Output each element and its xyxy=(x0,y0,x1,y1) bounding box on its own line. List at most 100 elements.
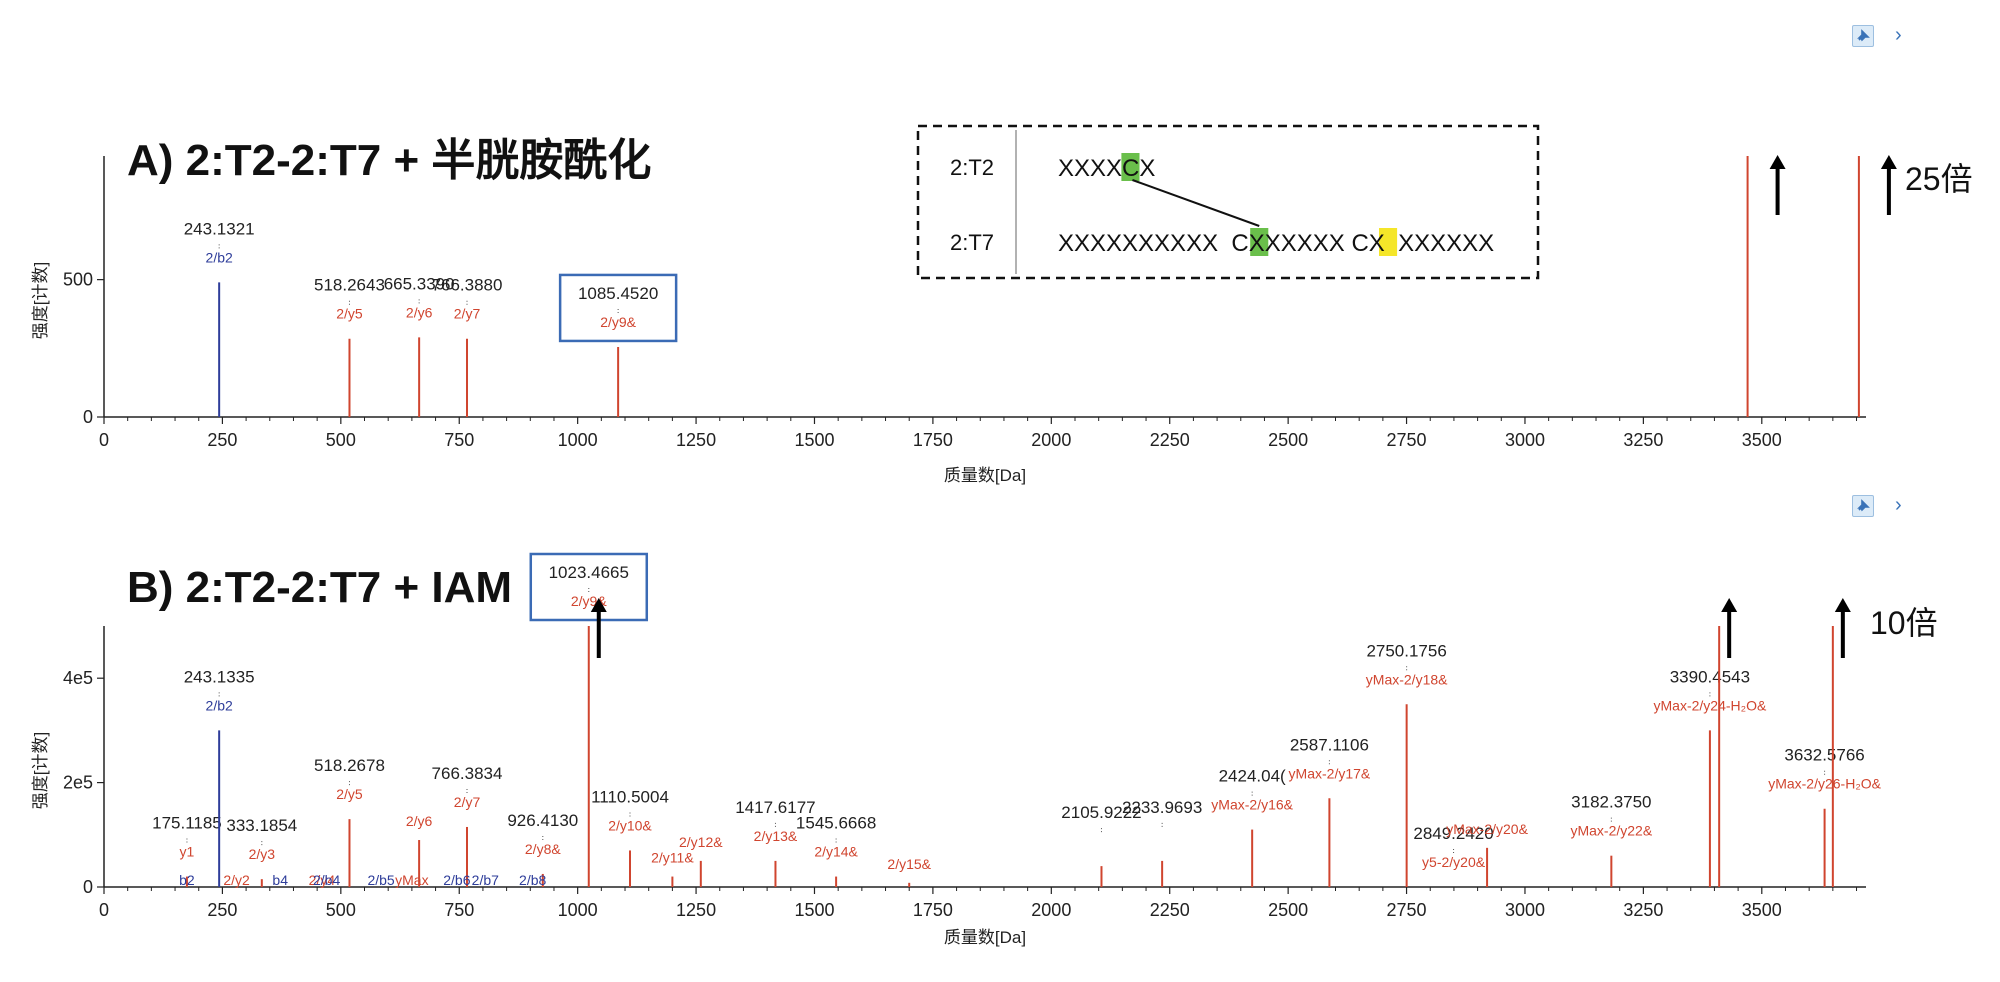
peak-ion-label: 2/y14& xyxy=(814,844,858,860)
sequence-inset xyxy=(916,124,1540,280)
x-tick-label: 500 xyxy=(326,900,356,920)
magnification-note: 25倍 xyxy=(1905,161,1973,197)
peak-mass-label: 1085.4520 xyxy=(578,284,658,303)
baseline-ion-label: 2/b5 xyxy=(367,872,394,888)
peak-ion-label: yMax-2/y26-H₂O& xyxy=(1768,776,1881,792)
x-tick-label: 3250 xyxy=(1623,900,1663,920)
baseline-ion-label: 2/y4 xyxy=(309,872,336,888)
peak-mass-label: 3182.3750 xyxy=(1571,793,1651,812)
x-tick-label: 2250 xyxy=(1150,900,1190,920)
x-tick-label: 1000 xyxy=(558,430,598,450)
peak-ion-label: 2/y8& xyxy=(525,841,561,857)
residue-highlight xyxy=(1121,153,1140,181)
x-tick-label: 250 xyxy=(207,430,237,450)
x-tick-label: 1500 xyxy=(794,430,834,450)
x-tick-label: 1000 xyxy=(558,900,598,920)
x-tick-label: 0 xyxy=(99,900,109,920)
inset-row-name: 2:T2 xyxy=(950,155,994,180)
peak-mass-label: 518.2678 xyxy=(314,756,385,775)
x-tick-label: 1750 xyxy=(913,430,953,450)
peak-ion-label: 2/y7 xyxy=(454,306,481,322)
baseline-ion-label: 2/b6 xyxy=(443,872,470,888)
peak-mass-label: 665.3390 xyxy=(384,274,455,293)
peak-mass-label: 1023.4665 xyxy=(549,563,629,582)
peak-ion-label: 2/y5 xyxy=(336,306,363,322)
peak-mass-label: 926.4130 xyxy=(507,811,578,830)
y-axis-label: 强度[计数] xyxy=(31,262,50,339)
peak-mass-label: 2105.9222 xyxy=(1061,803,1141,822)
scale-arrow-head xyxy=(1769,155,1786,169)
x-tick-label: 3000 xyxy=(1505,430,1545,450)
x-tick-label: 2250 xyxy=(1150,430,1190,450)
peak-ion-label: 2/y12& xyxy=(679,834,723,850)
x-tick-label: 2750 xyxy=(1387,430,1427,450)
peak-ion-label: yMax-2/y18& xyxy=(1366,671,1448,687)
x-tick-label: 1250 xyxy=(676,430,716,450)
scale-arrow-head xyxy=(590,598,607,612)
peak-mass-label: 2849.2420 xyxy=(1413,824,1493,843)
peak-ion-label: 2/y15& xyxy=(887,856,931,872)
peak-ion-label: y1 xyxy=(180,844,195,860)
x-tick-label: 2750 xyxy=(1387,900,1427,920)
x-tick-label: 750 xyxy=(444,900,474,920)
peak-ion-label: 2/y3 xyxy=(249,846,276,862)
peak-ion-label: 2/y7 xyxy=(454,794,481,810)
x-tick-label: 1750 xyxy=(913,900,953,920)
magnification-note: 10倍 xyxy=(1870,605,1938,641)
baseline-ion-label: yMax xyxy=(395,872,428,888)
peak-ion-label: yMax-2/y16& xyxy=(1211,797,1293,813)
peak-mass-label: 1417.6177 xyxy=(735,798,815,817)
x-tick-label: 2500 xyxy=(1268,430,1308,450)
pin-icon xyxy=(1857,29,1870,42)
x-axis-label: 质量数[Da] xyxy=(944,928,1026,947)
peak-ion-label: 2/y6 xyxy=(406,813,433,829)
peak-mass-label: 3390.4543 xyxy=(1670,667,1750,686)
chevron-right-icon[interactable]: › xyxy=(1895,24,1902,46)
peak-ion-label: 2/b2 xyxy=(206,697,233,713)
residue-highlight xyxy=(1379,228,1398,256)
x-tick-label: 1250 xyxy=(676,900,716,920)
peak-mass-label: 243.1335 xyxy=(184,667,255,686)
baseline-ion-label: 2/y2 xyxy=(223,872,250,888)
baseline-ion-label: 2/b4 xyxy=(313,872,340,888)
chevron-right-icon[interactable]: › xyxy=(1895,494,1902,516)
peak-mass-label: 2424.04( xyxy=(1219,767,1286,786)
peak-mass-label: 1110.5004 xyxy=(591,787,669,806)
crosslink-line xyxy=(1132,179,1260,227)
x-tick-label: 250 xyxy=(207,900,237,920)
chart-title: A) 2:T2-2:T7 + 半胱胺酰化 xyxy=(127,136,651,185)
baseline-ion-label: b2 xyxy=(179,872,195,888)
highlight-box xyxy=(558,273,678,343)
peak-mass-label: 333.1854 xyxy=(226,816,297,835)
peak-mass-label: 518.2643 xyxy=(314,276,385,295)
y-tick-label: 2e5 xyxy=(63,773,93,793)
pin-icon xyxy=(1857,499,1870,512)
peak-mass-label: 175.1185 xyxy=(152,814,222,833)
x-tick-label: 2000 xyxy=(1031,900,1071,920)
peak-ion-label: yMax-2/y20& xyxy=(1446,821,1528,837)
x-tick-label: 2500 xyxy=(1268,900,1308,920)
baseline-ion-label: 2/b7 xyxy=(472,872,499,888)
inset-row-name: 2:T7 xyxy=(950,230,994,255)
peak-mass-label: 3632.5766 xyxy=(1784,746,1864,765)
peak-mass-label: 766.3880 xyxy=(432,276,503,295)
x-tick-label: 3500 xyxy=(1742,900,1782,920)
y-tick-label: 0 xyxy=(83,407,93,427)
inset-sequence: XXXXCX xyxy=(1058,155,1155,182)
peak-mass-label: 1545.6668 xyxy=(796,814,876,833)
baseline-ion-label: b4 xyxy=(272,872,288,888)
x-tick-label: 3000 xyxy=(1505,900,1545,920)
chart-title: B) 2:T2-2:T7 + IAM xyxy=(127,563,512,612)
peak-ion-label: 2/y9& xyxy=(600,314,636,330)
peak-ion-label: yMax-2/y24-H₂O& xyxy=(1654,697,1767,713)
y-tick-label: 500 xyxy=(63,270,93,290)
x-tick-label: 750 xyxy=(444,430,474,450)
pin-button-b[interactable] xyxy=(1852,495,1874,517)
x-axis-label: 质量数[Da] xyxy=(944,466,1026,485)
pin-button-a[interactable] xyxy=(1852,25,1874,47)
peak-ion-label: 2/y10& xyxy=(608,817,652,833)
baseline-ion-label: 2/b8 xyxy=(519,872,546,888)
peak-ion-label: 2/y11& xyxy=(651,850,694,866)
scale-arrow-head xyxy=(1721,598,1738,612)
